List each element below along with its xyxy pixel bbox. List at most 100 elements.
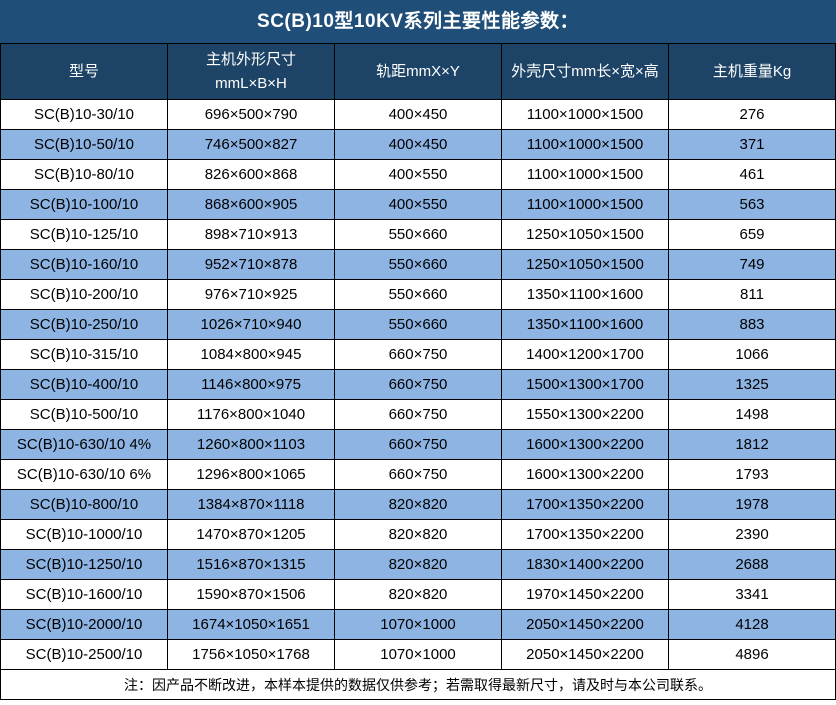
table-cell: 400×550	[334, 159, 502, 190]
table-cell: 1700×1350×2200	[501, 489, 669, 520]
table-cell: SC(B)10-2500/10	[0, 639, 168, 670]
table-cell: 1470×870×1205	[167, 519, 335, 550]
column-header: 主机外形尺寸 mmL×B×H	[167, 43, 335, 100]
table-cell: 4896	[668, 639, 836, 670]
page-title: SC(B)10型10KV系列主要性能参数：	[0, 0, 836, 43]
table-cell: SC(B)10-30/10	[0, 99, 168, 130]
table-cell: 550×660	[334, 219, 502, 250]
table-cell: SC(B)10-125/10	[0, 219, 168, 250]
table-header: 型号 主机外形尺寸 mmL×B×H 轨距mmX×Y 外壳尺寸mm长×宽×高 主机重量Kg	[0, 43, 836, 100]
table-cell: 749	[668, 249, 836, 280]
table-cell: 1260×800×1103	[167, 429, 335, 460]
table-cell: 1700×1350×2200	[501, 519, 669, 550]
table-cell: 371	[668, 129, 836, 160]
table-row: SC(B)10-250/10 1026×710×940 550×660 1350×11…	[0, 309, 836, 340]
table-cell: 1756×1050×1768	[167, 639, 335, 670]
table-row: SC(B)10-80/10 826×600×868 400×550 1100×1000…	[0, 159, 836, 190]
table-cell: 660×750	[334, 339, 502, 370]
table-cell: 1350×1100×1600	[501, 309, 669, 340]
table-row: SC(B)10-500/10 1176×800×1040 660×750 1550×1…	[0, 399, 836, 430]
table-cell: 1978	[668, 489, 836, 520]
table-row: SC(B)10-2500/10 1756×1050×1768 1070×1000 20…	[0, 639, 836, 670]
table-cell: 660×750	[334, 369, 502, 400]
table-row: SC(B)10-200/10 976×710×925 550×660 1350×110…	[0, 279, 836, 310]
table-cell: 811	[668, 279, 836, 310]
table-cell: 660×750	[334, 429, 502, 460]
table-cell: 1100×1000×1500	[501, 189, 669, 220]
table-cell: SC(B)10-160/10	[0, 249, 168, 280]
table-cell: 952×710×878	[167, 249, 335, 280]
table-cell: SC(B)10-315/10	[0, 339, 168, 370]
table-cell: SC(B)10-1250/10	[0, 549, 168, 580]
table-cell: 898×710×913	[167, 219, 335, 250]
table-row: SC(B)10-2000/10 1674×1050×1651 1070×1000 20…	[0, 609, 836, 640]
table-cell: 1100×1000×1500	[501, 129, 669, 160]
table-cell: 3341	[668, 579, 836, 610]
table-cell: SC(B)10-630/10 6%	[0, 459, 168, 490]
table-row: SC(B)10-125/10 898×710×913 550×660 1250×105…	[0, 219, 836, 250]
table-cell: 1500×1300×1700	[501, 369, 669, 400]
table-row: SC(B)10-315/10 1084×800×945 660×750 1400×12…	[0, 339, 836, 370]
table-cell: 1550×1300×2200	[501, 399, 669, 430]
table-cell: 550×660	[334, 279, 502, 310]
table-row: SC(B)10-100/10 868×600×905 400×550 1100×100…	[0, 189, 836, 220]
table-cell: 1070×1000	[334, 639, 502, 670]
table-cell: 1176×800×1040	[167, 399, 335, 430]
table-cell: 400×450	[334, 99, 502, 130]
table-cell: 461	[668, 159, 836, 190]
table-cell: 1400×1200×1700	[501, 339, 669, 370]
column-header: 外壳尺寸mm长×宽×高	[501, 43, 669, 100]
table-cell: 550×660	[334, 309, 502, 340]
table-cell: 2050×1450×2200	[501, 639, 669, 670]
table-cell: 1590×870×1506	[167, 579, 335, 610]
table-row: SC(B)10-400/10 1146×800×975 660×750 1500×13…	[0, 369, 836, 400]
column-header: 主机重量Kg	[668, 43, 836, 100]
table-cell: 660×750	[334, 399, 502, 430]
table-cell: 1600×1300×2200	[501, 429, 669, 460]
table-cell: 1516×870×1315	[167, 549, 335, 580]
table-cell: 883	[668, 309, 836, 340]
table-cell: SC(B)10-500/10	[0, 399, 168, 430]
table-row: SC(B)10-50/10 746×500×827 400×450 1100×1000…	[0, 129, 836, 160]
table-cell: 1026×710×940	[167, 309, 335, 340]
footnote: 注：因产品不断改进，本样本提供的数据仅供参考；若需取得最新尺寸，请及时与本公司联…	[0, 669, 836, 700]
table-cell: 1250×1050×1500	[501, 249, 669, 280]
column-header: 型号	[0, 43, 168, 100]
table-cell: SC(B)10-1600/10	[0, 579, 168, 610]
table-cell: 1100×1000×1500	[501, 99, 669, 130]
table-cell: 826×600×868	[167, 159, 335, 190]
table-cell: 1084×800×945	[167, 339, 335, 370]
table-cell: 868×600×905	[167, 189, 335, 220]
table-cell: 660×750	[334, 459, 502, 490]
table-cell: SC(B)10-400/10	[0, 369, 168, 400]
table-footer: 注：因产品不断改进，本样本提供的数据仅供参考；若需取得最新尺寸，请及时与本公司联…	[0, 669, 836, 700]
table-cell: 1070×1000	[334, 609, 502, 640]
table-cell: 696×500×790	[167, 99, 335, 130]
table-row: SC(B)10-1000/10 1470×870×1205 820×820 1700×…	[0, 519, 836, 550]
table-cell: 1350×1100×1600	[501, 279, 669, 310]
header-row: 型号 主机外形尺寸 mmL×B×H 轨距mmX×Y 外壳尺寸mm长×宽×高 主机重量Kg	[0, 43, 836, 100]
table-cell: 1296×800×1065	[167, 459, 335, 490]
table-cell: 563	[668, 189, 836, 220]
table-body: SC(B)10-30/10 696×500×790 400×450 1100×1000…	[0, 99, 836, 670]
table-cell: 1100×1000×1500	[501, 159, 669, 190]
table-cell: 1498	[668, 399, 836, 430]
table-cell: 820×820	[334, 579, 502, 610]
table-cell: 1325	[668, 369, 836, 400]
table-cell: 1146×800×975	[167, 369, 335, 400]
table-cell: SC(B)10-100/10	[0, 189, 168, 220]
table-cell: 400×550	[334, 189, 502, 220]
table-row: SC(B)10-800/10 1384×870×1118 820×820 1700×1…	[0, 489, 836, 520]
table-row: SC(B)10-1250/10 1516×870×1315 820×820 1830×…	[0, 549, 836, 580]
table-cell: SC(B)10-50/10	[0, 129, 168, 160]
table-cell: SC(B)10-800/10	[0, 489, 168, 520]
table-cell: 276	[668, 99, 836, 130]
table-cell: 2390	[668, 519, 836, 550]
table-cell: SC(B)10-2000/10	[0, 609, 168, 640]
spec-table: 型号 主机外形尺寸 mmL×B×H 轨距mmX×Y 外壳尺寸mm长×宽×高 主机重量Kg…	[0, 43, 836, 700]
table-row: SC(B)10-630/10 6% 1296×800×1065 660×750 160…	[0, 459, 836, 490]
table-cell: 1970×1450×2200	[501, 579, 669, 610]
table-cell: SC(B)10-200/10	[0, 279, 168, 310]
table-cell: SC(B)10-80/10	[0, 159, 168, 190]
table-cell: 1066	[668, 339, 836, 370]
